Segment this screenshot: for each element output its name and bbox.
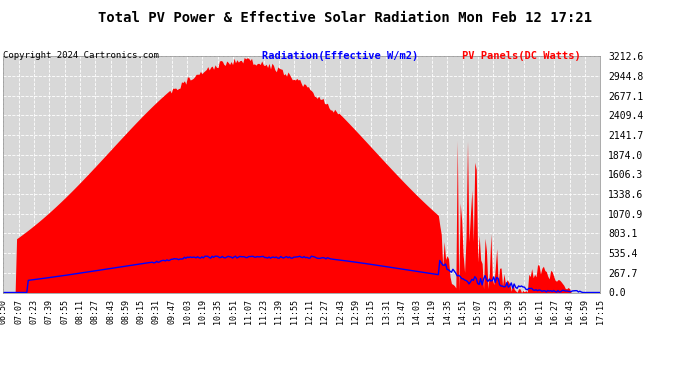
Text: Total PV Power & Effective Solar Radiation Mon Feb 12 17:21: Total PV Power & Effective Solar Radiati…: [98, 11, 592, 25]
Text: Radiation(Effective W/m2): Radiation(Effective W/m2): [262, 51, 418, 61]
Text: Copyright 2024 Cartronics.com: Copyright 2024 Cartronics.com: [3, 51, 159, 60]
Text: PV Panels(DC Watts): PV Panels(DC Watts): [462, 51, 581, 61]
